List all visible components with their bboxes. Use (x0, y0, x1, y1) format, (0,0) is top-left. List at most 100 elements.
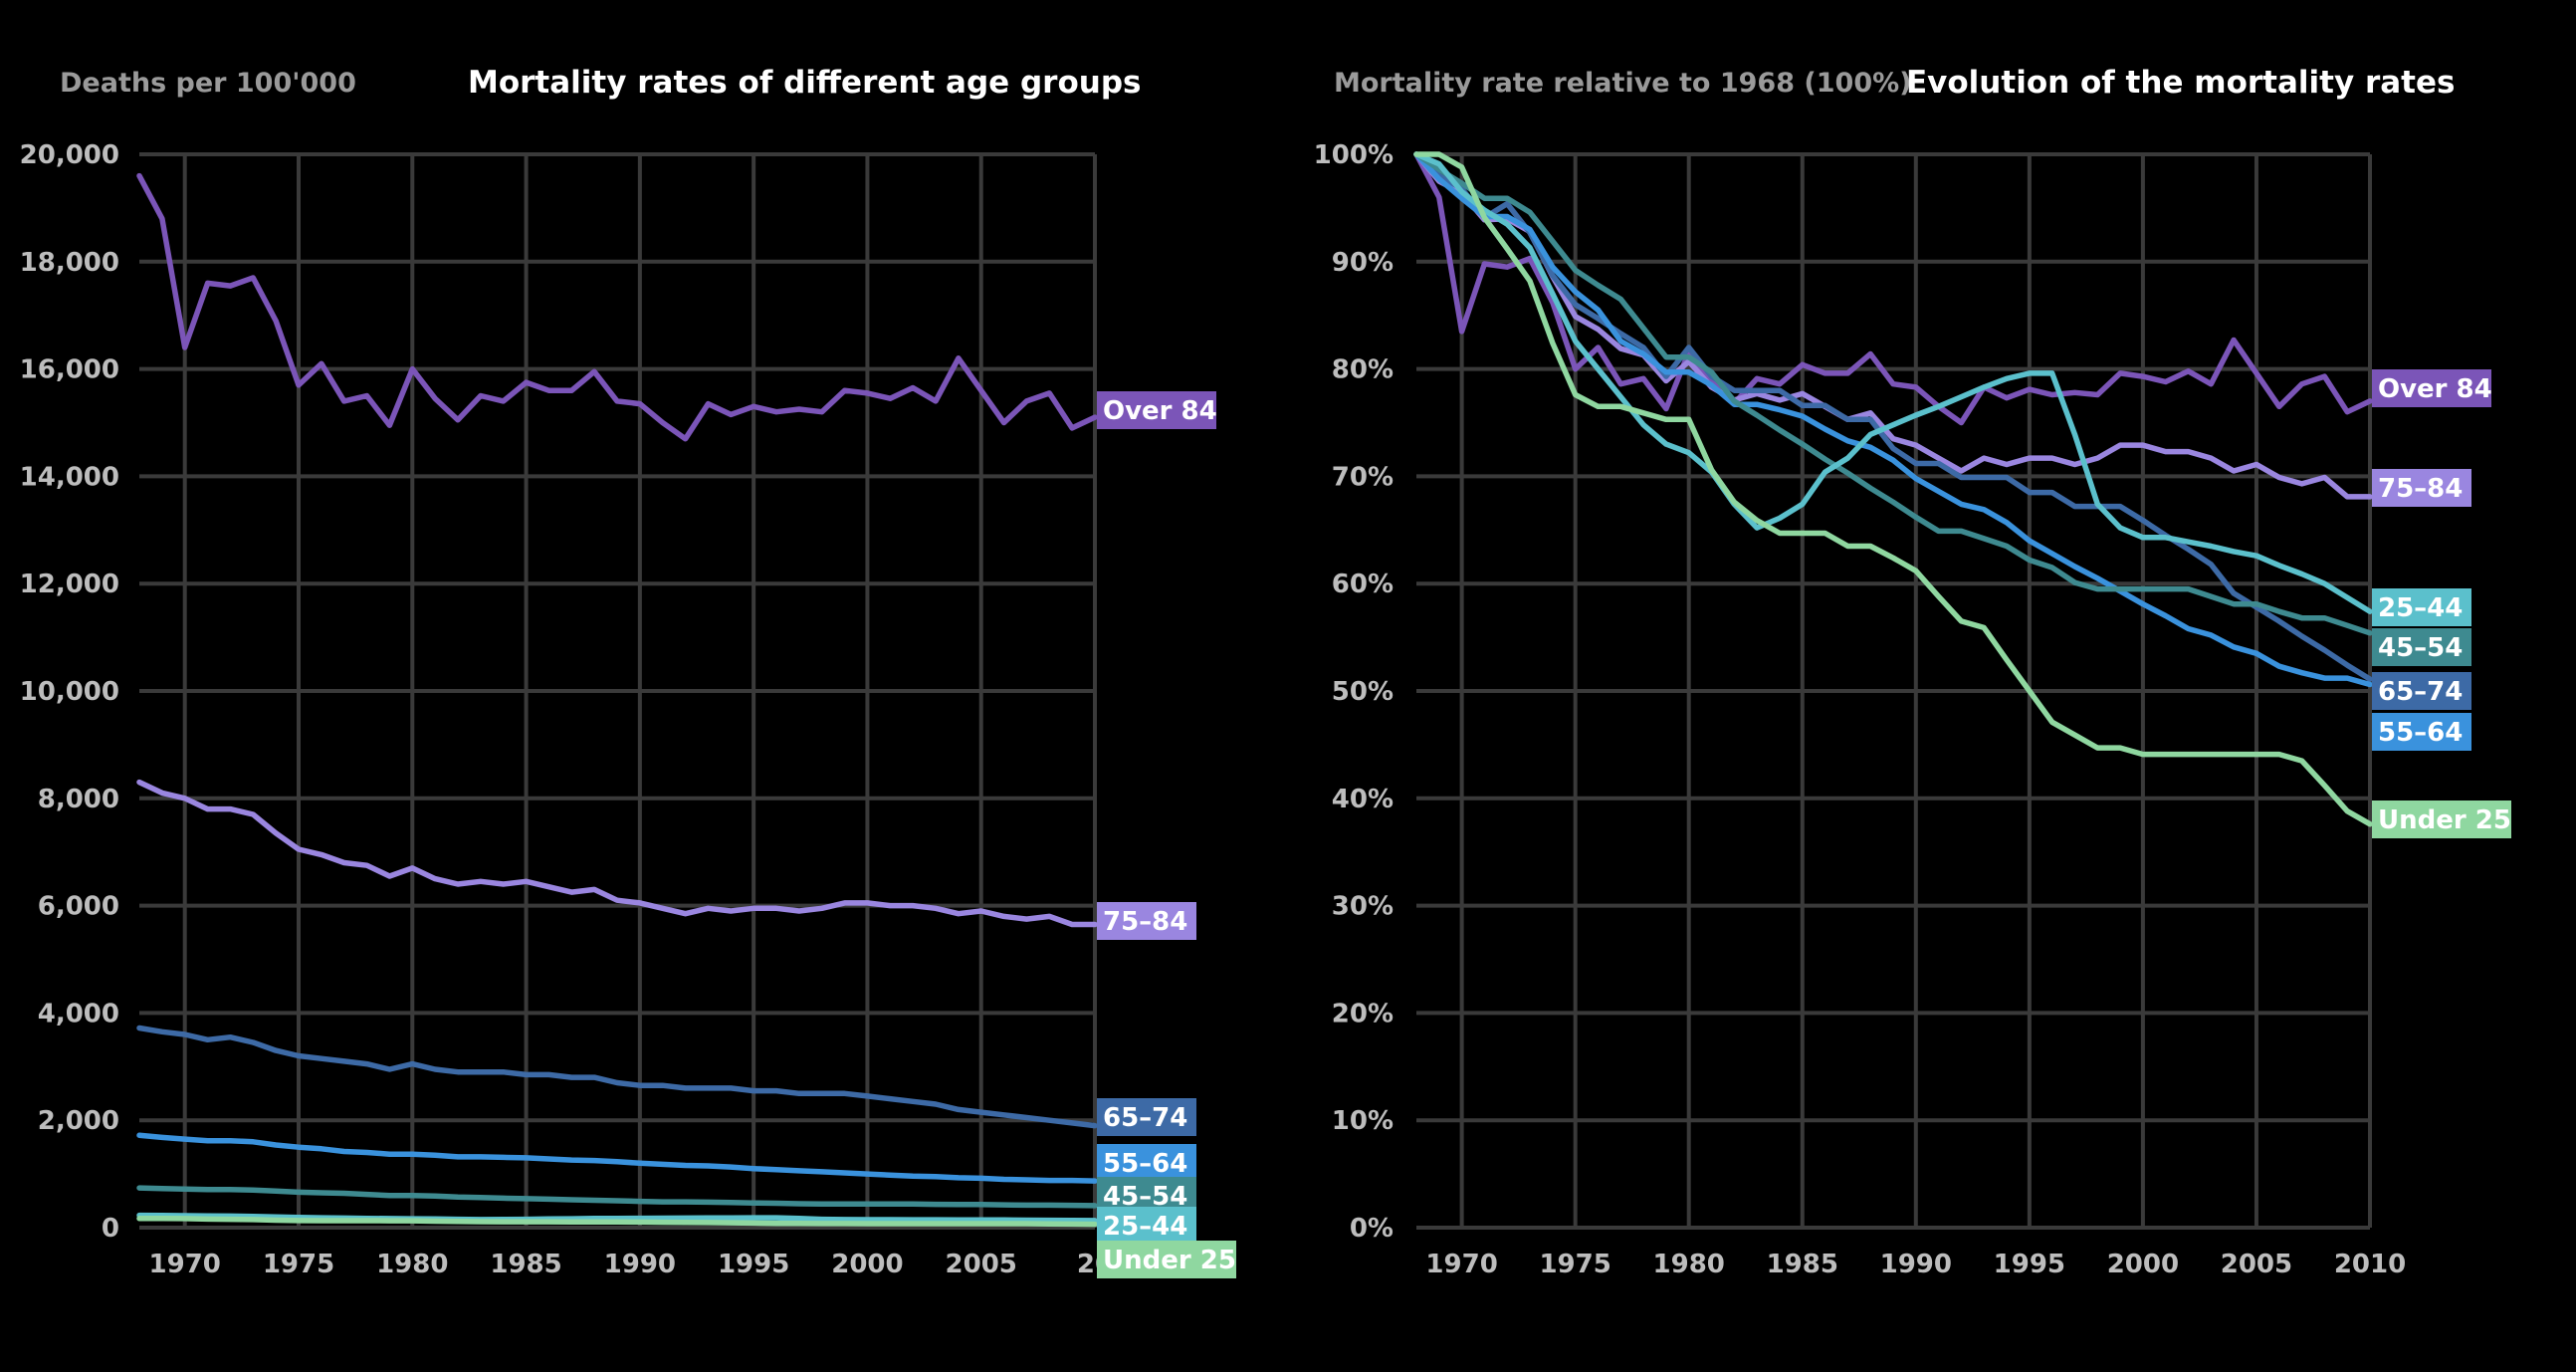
x-tick-label: 1970 (149, 1250, 221, 1279)
y-tick-label: 90% (1332, 248, 1394, 278)
y-tick-label: 8,000 (38, 785, 119, 814)
y-tick-label: 18,000 (20, 248, 119, 278)
x-tick-label: 1995 (718, 1250, 789, 1279)
series-end-label-bg (2372, 369, 2491, 407)
x-tick-label: 1975 (263, 1250, 334, 1279)
series-end-label-text: 55–64 (2378, 718, 2463, 748)
series-line-55-64 (136, 1132, 1098, 1184)
y-tick-label: 10,000 (20, 677, 119, 707)
series-end-label: 75–84 (1097, 902, 1196, 940)
series-end-label-text: Over 84 (2378, 374, 2492, 404)
y-tick-label: 6,000 (38, 892, 119, 922)
left-chart-title: Mortality rates of different age groups (468, 65, 1141, 101)
series-end-label: 65–74 (2372, 672, 2471, 710)
series-line-65-74 (1413, 151, 2373, 682)
x-tick-label: 2010 (2334, 1250, 2406, 1279)
series-end-label: 25–44 (2372, 588, 2471, 626)
right-y-axis-title: Mortality rate relative to 1968 (100%) (1334, 68, 1912, 99)
series-end-label-bg (2372, 800, 2511, 838)
x-tick-label: 2005 (946, 1250, 1017, 1279)
x-tick-label: 1975 (1539, 1250, 1610, 1279)
series-end-label-bg (2372, 713, 2471, 751)
x-tick-label: 2000 (2107, 1250, 2179, 1279)
x-tick-label: 1970 (1425, 1250, 1497, 1279)
series-line-75-84 (136, 779, 1098, 928)
y-tick-label: 20% (1332, 999, 1394, 1029)
series-end-label: 45–54 (2372, 628, 2471, 666)
y-tick-label: 14,000 (20, 462, 119, 492)
series-end-label-text: Under 25 (1103, 1246, 1236, 1275)
y-tick-label: 20,000 (20, 140, 119, 170)
series-end-label: Over 84 (1097, 391, 1217, 429)
series-line-25-44 (1413, 151, 2373, 614)
series-line-75-84 (1413, 151, 2373, 500)
series-line-25-44 (136, 1212, 1098, 1224)
y-tick-label: 12,000 (20, 570, 119, 599)
series-end-label-bg (1097, 391, 1216, 429)
x-tick-label: 2005 (2221, 1250, 2292, 1279)
left-y-axis-title: Deaths per 100'000 (60, 68, 356, 99)
series-end-label: 25–44 (1097, 1207, 1196, 1245)
series-end-label-bg (2372, 588, 2471, 626)
x-tick-label: 2000 (831, 1250, 903, 1279)
series-end-label-text: 65–74 (1103, 1103, 1187, 1133)
series-end-label-text: 65–74 (2378, 677, 2463, 707)
series-line-under-25 (136, 1216, 1098, 1228)
right-chart: 0% 10% 20% 30% 40% 50% 60% 70% 80% 90% 100% 1970 197… (1314, 140, 2511, 1279)
x-tick-label: 1990 (604, 1250, 676, 1279)
series-end-label-text: 25–44 (2378, 593, 2463, 623)
y-tick-label: 80% (1332, 355, 1394, 385)
y-tick-label: 50% (1332, 677, 1394, 707)
series-end-label-text: 75–84 (1103, 907, 1187, 937)
series-end-label-text: Over 84 (1103, 396, 1217, 426)
y-tick-label: 0% (1350, 1214, 1394, 1244)
y-tick-label: 16,000 (20, 355, 119, 385)
x-tick-label: 1985 (1767, 1250, 1838, 1279)
x-tick-label: 1980 (1653, 1250, 1725, 1279)
series-end-label-text: 55–64 (1103, 1149, 1187, 1179)
series-end-label: Over 84 (2372, 369, 2492, 407)
series-line-45-54 (136, 1185, 1098, 1209)
y-tick-label: 2,000 (38, 1106, 119, 1136)
series-line-45-54 (1413, 151, 2373, 636)
right-chart-title: Evolution of the mortality rates (1906, 65, 2455, 101)
x-tick-label: 1985 (490, 1250, 561, 1279)
series-end-label: 55–64 (1097, 1144, 1196, 1182)
left-chart: 0 2,000 4,000 6,000 8,000 10,000 12,000 14,000 1… (20, 140, 1236, 1279)
series-end-label-text: 75–84 (2378, 474, 2463, 504)
series-end-label-bg (1097, 1241, 1236, 1278)
series-end-label-bg (1097, 1207, 1196, 1245)
y-tick-label: 30% (1332, 892, 1394, 922)
series-end-label-bg (2372, 672, 2471, 710)
x-tick-label: 1990 (1880, 1250, 1952, 1279)
series-end-label: Under 25 (1097, 1241, 1236, 1278)
x-tick-label: 1995 (1994, 1250, 2065, 1279)
series-end-label-text: 45–54 (2378, 633, 2463, 663)
series-line-over-84 (136, 172, 1098, 442)
series-end-label-bg (1097, 1144, 1196, 1182)
series-end-label-bg (1097, 1098, 1196, 1136)
series-line-65-74 (136, 1025, 1098, 1129)
series-line-55-64 (1413, 151, 2373, 688)
y-tick-label: 10% (1332, 1106, 1394, 1136)
series-line-over-84 (1413, 151, 2373, 426)
y-tick-label: 4,000 (38, 999, 119, 1029)
series-end-label-text: 25–44 (1103, 1212, 1187, 1242)
series-end-label: 75–84 (2372, 469, 2471, 507)
y-tick-label: 70% (1332, 462, 1394, 492)
series-end-label-text: Under 25 (2378, 805, 2511, 835)
series-end-label: 65–74 (1097, 1098, 1196, 1136)
series-end-label: 55–64 (2372, 713, 2471, 751)
series-end-label-bg (1097, 902, 1196, 940)
y-tick-label: 100% (1314, 140, 1394, 170)
series-end-label: Under 25 (2372, 800, 2511, 838)
x-tick-label: 1980 (376, 1250, 448, 1279)
y-tick-label: 60% (1332, 570, 1394, 599)
series-end-label-bg (2372, 469, 2471, 507)
series-line-under-25 (1413, 151, 2373, 827)
y-tick-label: 0 (102, 1214, 119, 1244)
y-tick-label: 40% (1332, 785, 1394, 814)
series-end-label-bg (2372, 628, 2471, 666)
